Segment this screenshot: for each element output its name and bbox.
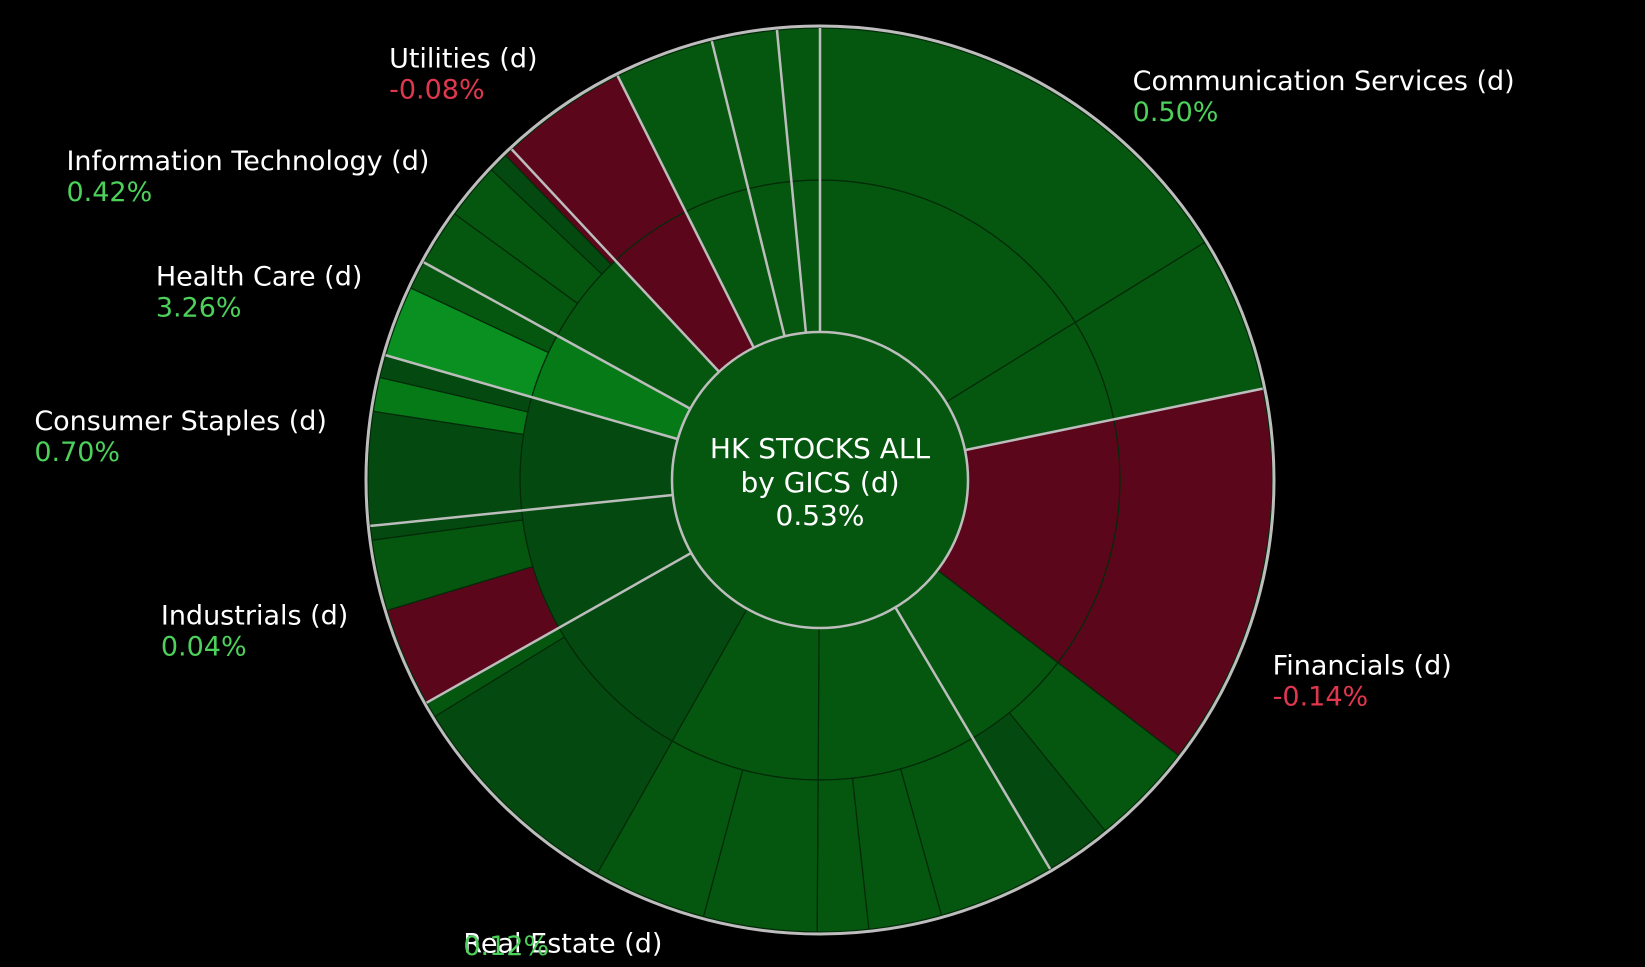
sector-label[interactable]: Health Care (d)3.26% <box>156 261 363 323</box>
sector-label[interactable]: Consumer Staples (d)0.70% <box>34 406 327 468</box>
sector-separator <box>385 353 679 441</box>
sector-separator <box>710 40 786 337</box>
sector-label[interactable]: Communication Services (d)0.50% <box>1133 66 1515 128</box>
sector-label[interactable]: Information Technology (d)0.42% <box>66 146 429 208</box>
sector-separator <box>964 387 1263 452</box>
sector-name: Health Care (d) <box>156 261 363 292</box>
sector-name: Consumer Staples (d) <box>34 406 327 437</box>
center-subtitle: by GICS (d) <box>740 466 899 499</box>
sector-change-value: -0.08% <box>389 75 485 106</box>
outer-border <box>364 24 1276 936</box>
center-node[interactable]: HK STOCKS ALL by GICS (d) 0.53% <box>670 330 970 630</box>
sector-label[interactable]: Real Estate (d)0.12% <box>463 928 662 962</box>
sunburst-rings <box>367 27 1273 933</box>
sector-labels: Communication Services (d)0.50% Financial… <box>34 44 1514 962</box>
sector-label[interactable]: Financials (d)-0.14% <box>1273 650 1452 712</box>
sector-change-value: -0.14% <box>1273 681 1369 712</box>
center-circle[interactable] <box>670 330 970 630</box>
sector-separator <box>510 148 720 373</box>
sector-separator <box>775 29 808 333</box>
sector-name: Information Technology (d) <box>66 146 429 177</box>
sector-separators <box>370 28 1263 870</box>
sector-separator <box>370 493 673 528</box>
sector-name: Real Estate (d) <box>463 928 662 959</box>
sector-change-value: 0.42% <box>66 177 152 208</box>
sector-name: Utilities (d) <box>389 44 537 75</box>
sector-separator <box>894 606 1052 870</box>
sector-change-value: 3.26% <box>156 292 242 323</box>
sector-name: Industrials (d) <box>161 600 348 631</box>
sector-separator <box>616 75 755 349</box>
sector-change-value: 0.50% <box>1133 97 1219 128</box>
sector-separator <box>423 261 691 410</box>
center-title: HK STOCKS ALL <box>710 432 931 465</box>
sector-separator <box>426 551 692 704</box>
sector-label[interactable]: Utilities (d)-0.08% <box>389 44 537 106</box>
sector-change-value: 0.04% <box>161 631 247 662</box>
sector-name: Communication Services (d) <box>1133 66 1515 97</box>
sector-change-value: 0.70% <box>34 437 120 468</box>
sector-label[interactable]: Industrials (d)0.04% <box>161 600 348 662</box>
center-value: 0.53% <box>776 499 865 532</box>
sector-change-value: 0.12% <box>463 931 549 962</box>
sector-name: Financials (d) <box>1273 650 1452 681</box>
